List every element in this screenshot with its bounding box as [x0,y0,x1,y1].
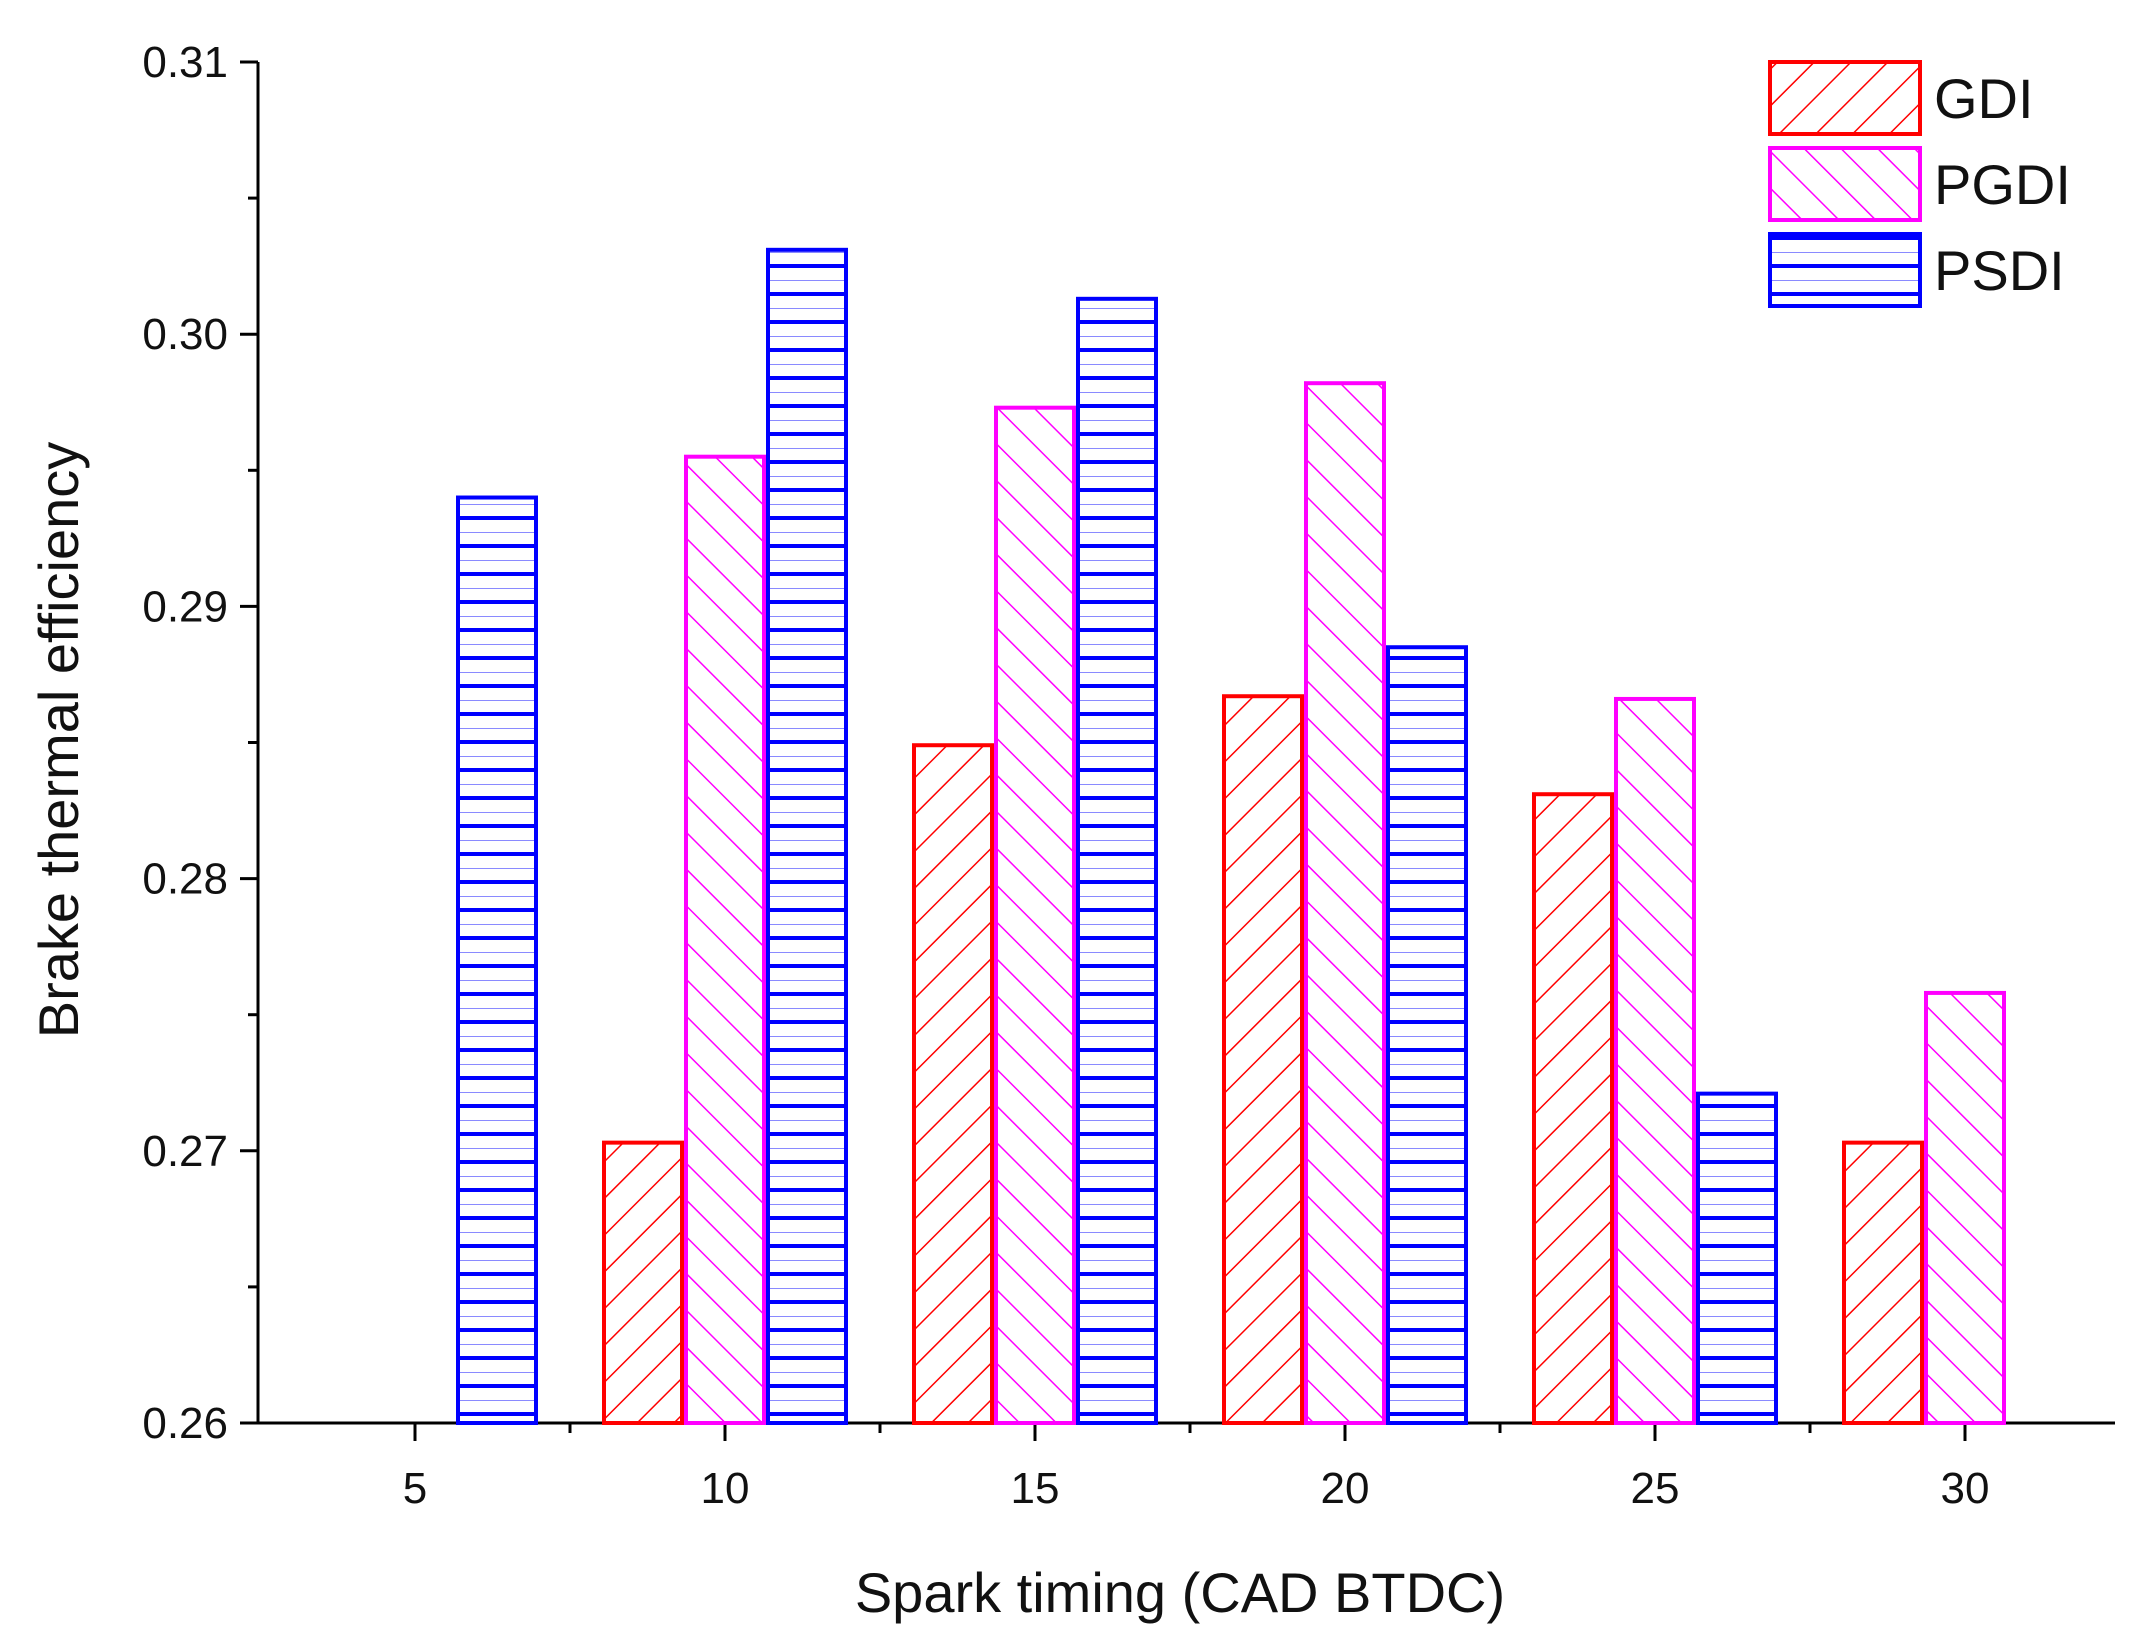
bar-psdi-20 [1386,645,1468,1425]
bar-pgdi-30 [1924,990,2006,1425]
x-tick-label: 30 [1941,1464,1990,1513]
bar-psdi-15 [1076,296,1158,1426]
legend-swatch-psdi [1768,232,1922,308]
bar-gdi-15 [912,743,994,1425]
x-tick-label: 15 [1011,1464,1060,1513]
bar-gdi-30 [1842,1140,1924,1426]
x-tick-label: 5 [403,1464,427,1513]
plot-area: 0.26 0.27 0.28 0.29 0.30 0.31 5 10 15 20 25 30 [142,38,2115,1513]
legend-label-psdi: PSDI [1934,239,2065,302]
legend-label-pgdi: PGDI [1934,153,2071,216]
bar-psdi-5 [456,495,538,1425]
y-axis-title: Brake thermal efficiency [27,442,90,1039]
bar-pgdi-15 [994,405,1076,1426]
y-tick-label: 0.29 [142,582,228,631]
bar-psdi-10 [766,247,848,1425]
bar-pgdi-25 [1614,696,1696,1425]
y-tick-label: 0.26 [142,1399,228,1448]
bar-pgdi-10 [684,454,766,1425]
y-tick-label: 0.30 [142,310,228,359]
y-tick-label: 0.28 [142,855,228,904]
legend-label-gdi: GDI [1934,67,2034,130]
y-tick-label: 0.31 [142,38,228,87]
bar-gdi-10 [602,1140,684,1426]
legend-swatch-gdi [1768,60,1922,136]
legend-swatch-pgdi [1768,146,1922,222]
x-tick-label: 25 [1631,1464,1680,1513]
x-tick-label: 20 [1321,1464,1370,1513]
legend: GDI PGDI PSDI [1768,60,2071,308]
bar-psdi-25 [1696,1091,1778,1425]
bar-gdi-20 [1222,694,1304,1425]
y-tick-label: 0.27 [142,1127,228,1176]
x-tick-label: 10 [701,1464,750,1513]
x-axis-title: Spark timing (CAD BTDC) [855,1561,1505,1624]
bar-pgdi-20 [1304,381,1386,1425]
bar-gdi-25 [1532,792,1614,1425]
